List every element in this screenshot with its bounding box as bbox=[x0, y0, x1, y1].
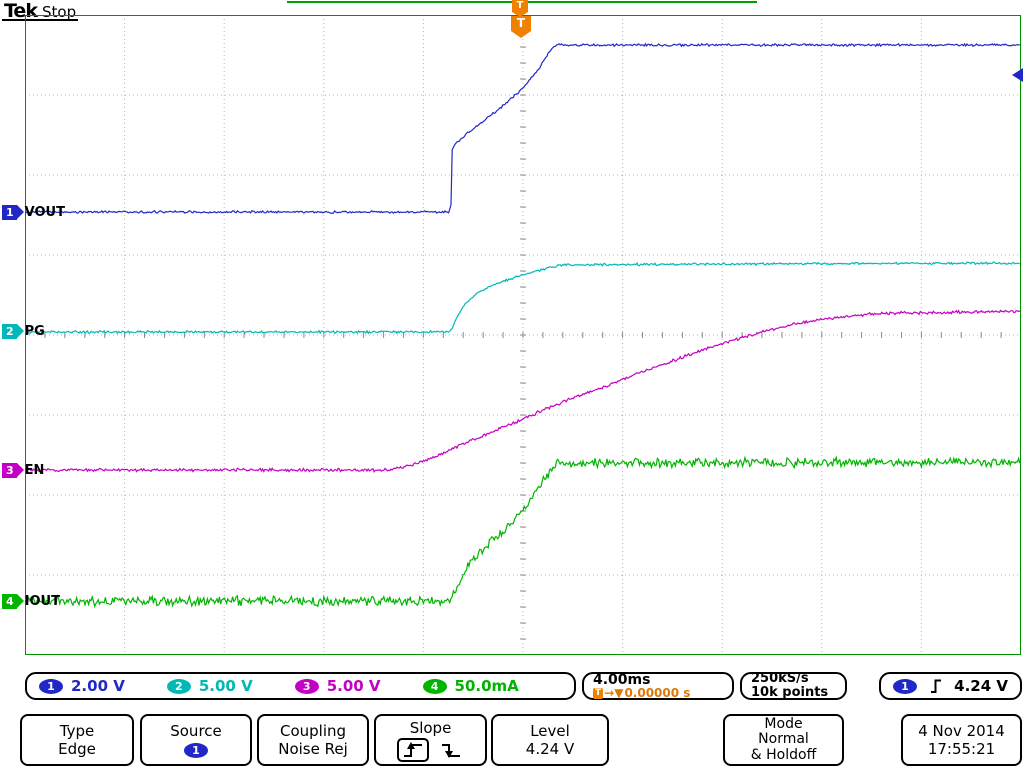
ch2-badge: 2 bbox=[166, 678, 191, 694]
trigger-level-arrow[interactable] bbox=[1012, 68, 1023, 82]
channel-marker-arrow bbox=[16, 594, 24, 608]
logo-underline bbox=[2, 19, 78, 21]
menu-title: Source bbox=[170, 722, 222, 740]
channel-label: PG bbox=[24, 323, 45, 339]
rising-edge-icon bbox=[403, 741, 422, 757]
date-value: 4 Nov 2014 bbox=[918, 722, 1005, 740]
graticule-and-traces bbox=[25, 15, 1021, 655]
trigger-position-marker[interactable]: T bbox=[511, 16, 531, 38]
channel-marker-1[interactable]: 1 VOUT bbox=[2, 203, 65, 221]
trigger-source-badge: 1 bbox=[893, 678, 917, 694]
acquisition-readout: 250kS/s 10k points bbox=[740, 672, 847, 700]
trigger-marker-letter: T bbox=[516, 0, 524, 11]
menu-value: 4.24 V bbox=[525, 740, 575, 758]
menu-trigger-coupling[interactable]: Coupling Noise Rej bbox=[257, 714, 369, 766]
menu-trigger-level[interactable]: Level 4.24 V bbox=[491, 714, 609, 766]
menu-value-line2: & Holdoff bbox=[750, 746, 817, 763]
channel-number-badge: 1 bbox=[2, 204, 17, 220]
channel-marker-3[interactable]: 3 EN bbox=[2, 461, 44, 479]
tek-logo: Tek bbox=[4, 0, 38, 22]
ch3-badge: 3 bbox=[294, 678, 319, 694]
ch2-scale-readout: 2 5.00 V bbox=[166, 677, 253, 695]
trigger-position-marker-top[interactable]: T bbox=[512, 0, 528, 17]
menu-title: Slope bbox=[409, 718, 452, 737]
trigger-mini-icon: T bbox=[593, 687, 604, 699]
ch2-scale-value: 5.00 V bbox=[198, 677, 253, 695]
falling-edge-icon bbox=[441, 743, 460, 758]
waveform-display bbox=[25, 15, 1021, 655]
channel-number-badge: 3 bbox=[2, 462, 17, 478]
ch1-scale-readout: 1 2.00 V bbox=[39, 677, 125, 695]
record-length-value: 10k points bbox=[751, 685, 829, 700]
menu-trigger-type[interactable]: Type Edge bbox=[20, 714, 134, 766]
ch3-scale-readout: 3 5.00 V bbox=[294, 677, 381, 695]
position-arrow-icon: →▼ bbox=[604, 685, 624, 700]
channel-label: EN bbox=[24, 462, 45, 478]
rising-slope-button[interactable] bbox=[396, 737, 429, 762]
menu-trigger-mode[interactable]: Mode Normal & Holdoff bbox=[723, 714, 844, 766]
menu-title: Mode bbox=[764, 715, 803, 732]
trigger-position-value: 0.00000 s bbox=[624, 685, 691, 700]
channel-number-badge: 4 bbox=[2, 593, 17, 609]
slope-options bbox=[396, 737, 465, 762]
channel-number-badge: 2 bbox=[2, 323, 17, 339]
datetime-display: 4 Nov 2014 17:55:21 bbox=[901, 714, 1022, 766]
ch4-badge: 4 bbox=[422, 678, 447, 694]
channel-marker-2[interactable]: 2 PG bbox=[2, 322, 45, 340]
timebase-value: 4.00ms bbox=[593, 671, 651, 688]
ch3-scale-value: 5.00 V bbox=[326, 677, 381, 695]
trigger-readout: 1 4.24 V bbox=[879, 672, 1022, 700]
falling-slope-button[interactable] bbox=[437, 740, 465, 760]
time-value: 17:55:21 bbox=[927, 740, 996, 758]
menu-value: Edge bbox=[58, 740, 96, 758]
ch1-scale-value: 2.00 V bbox=[71, 677, 125, 695]
rising-edge-icon bbox=[930, 679, 941, 693]
trigger-marker-letter: T bbox=[516, 16, 526, 30]
timebase-readout: 4.00ms T →▼ 0.00000 s bbox=[582, 672, 734, 700]
trigger-level-value: 4.24 V bbox=[954, 677, 1008, 695]
menu-title: Level bbox=[530, 722, 570, 740]
menu-trigger-slope[interactable]: Slope bbox=[374, 714, 487, 766]
channel-marker-4[interactable]: 4 IOUT bbox=[2, 592, 60, 610]
ch1-badge: 1 bbox=[39, 678, 63, 694]
channel-label: IOUT bbox=[24, 593, 60, 609]
trigger-position-readout: T →▼ 0.00000 s bbox=[593, 685, 691, 700]
menu-trigger-source[interactable]: Source 1 bbox=[140, 714, 252, 766]
menu-title: Type bbox=[59, 722, 95, 740]
menu-value: Noise Rej bbox=[278, 740, 348, 758]
channel-marker-arrow bbox=[16, 463, 24, 477]
ch4-scale-value: 50.0mA bbox=[454, 677, 519, 695]
channel-scale-readouts: 1 2.00 V 2 5.00 V 3 5.00 V 4 50.0mA bbox=[25, 672, 576, 700]
ch4-scale-readout: 4 50.0mA bbox=[422, 677, 519, 695]
menu-value-line1: Normal bbox=[758, 731, 809, 748]
channel-marker-arrow bbox=[16, 205, 24, 219]
source-channel-badge: 1 bbox=[184, 743, 208, 758]
menu-title: Coupling bbox=[279, 722, 347, 740]
sample-rate-value: 250kS/s bbox=[751, 671, 809, 686]
acquisition-state: Stop bbox=[42, 3, 77, 21]
channel-label: VOUT bbox=[24, 204, 65, 220]
channel-marker-arrow bbox=[16, 324, 24, 338]
